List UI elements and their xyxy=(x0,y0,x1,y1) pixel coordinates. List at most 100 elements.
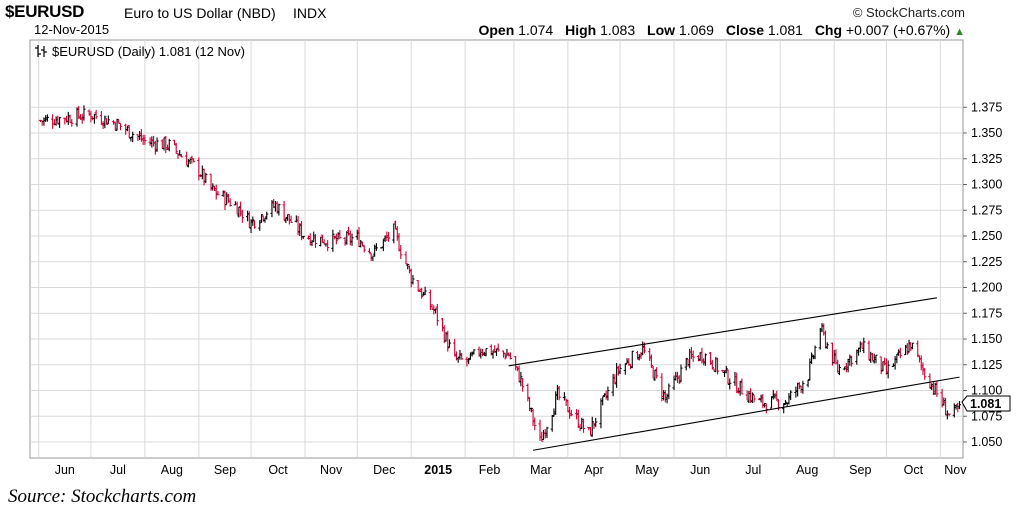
ohlc-bar xyxy=(545,426,549,438)
ohlc-bar xyxy=(935,381,939,397)
ohlc-bar xyxy=(618,363,622,375)
ohlc-bar xyxy=(484,348,488,357)
ohlc-bar xyxy=(192,158,196,163)
ohlc-bar xyxy=(70,119,74,127)
y-tick-label: 1.250 xyxy=(971,229,1002,243)
x-tick-label: Sep xyxy=(849,463,871,477)
ohlc-bar xyxy=(277,203,281,216)
ohlc-bars xyxy=(38,105,962,442)
ohlc-bar xyxy=(801,380,805,394)
ohlc-bar xyxy=(724,365,728,374)
last-value-marker: 1.081 xyxy=(961,395,1011,412)
ohlc-bar xyxy=(503,352,507,360)
ohlc-bar xyxy=(143,134,147,145)
x-tick-label: Sep xyxy=(214,463,236,477)
ohlc-bar xyxy=(910,342,915,350)
ohlc-bar xyxy=(251,216,255,226)
ohlc-bar xyxy=(715,357,720,375)
ohlc-bar xyxy=(104,118,109,126)
quote-summary: Open 1.074 High 1.083 Low 1.069 Close 1.… xyxy=(478,22,965,38)
ohlc-bar xyxy=(45,114,50,122)
ohlc-bar xyxy=(404,251,408,265)
ohlc-bar xyxy=(606,386,610,401)
x-axis: Jun Jul Aug Sep Oct Nov Dec 2015 Feb Mar Apr May Jun… xyxy=(55,463,967,477)
x-tick-label: Apr xyxy=(584,463,603,477)
x-tick-label: Jul xyxy=(110,463,126,477)
ohlc-bar-icon xyxy=(35,45,47,57)
ohlc-bar xyxy=(639,351,643,360)
y-tick-label: 1.175 xyxy=(971,306,1002,320)
ohlc-bar xyxy=(57,116,62,128)
up-arrow-icon: ▲ xyxy=(954,26,965,38)
chg-value: +0.007 (+0.67%) xyxy=(845,22,951,38)
ohlc-bar xyxy=(957,401,962,410)
ohlc-bar xyxy=(562,392,566,401)
ohlc-bar xyxy=(103,115,107,129)
ohlc-bar xyxy=(837,364,842,376)
grid-layer xyxy=(30,40,963,458)
ohlc-bar xyxy=(630,350,634,369)
ohlc-bar xyxy=(174,142,178,155)
ohlc-bar xyxy=(258,220,262,231)
ohlc-bar xyxy=(898,347,902,359)
ohlc-bar xyxy=(874,354,878,364)
ohlc-bar xyxy=(849,355,854,367)
open-value: 1.074 xyxy=(518,22,554,38)
ohlc-bar xyxy=(581,418,586,433)
ohlc-bar xyxy=(350,233,354,246)
ohlc-bar xyxy=(423,286,427,296)
y-tick-label: 1.300 xyxy=(971,178,1002,192)
y-tick-label: 1.200 xyxy=(971,281,1002,295)
y-tick-label: 1.075 xyxy=(971,409,1002,423)
ohlc-bar xyxy=(813,345,817,360)
ohlc-bar xyxy=(406,263,410,270)
instrument-name: Euro to US Dollar (NBD) xyxy=(124,5,276,21)
trendline xyxy=(532,376,960,451)
ohlc-bar xyxy=(94,109,98,120)
ohlc-bar xyxy=(519,371,523,387)
ohlc-bar xyxy=(809,352,814,364)
ohlc-bar xyxy=(764,403,768,414)
ohlc-bar xyxy=(301,235,305,239)
ohlc-bar xyxy=(649,354,654,369)
ohlc-bar xyxy=(386,232,391,242)
ohlc-bar xyxy=(313,234,318,248)
legend: $EURUSD (Daily) 1.081 (12 Nov) xyxy=(35,44,245,59)
quote-date: 12-Nov-2015 xyxy=(34,22,110,37)
ohlc-bar xyxy=(684,357,688,371)
ohlc-bar xyxy=(265,211,269,220)
ohlc-bar xyxy=(362,245,366,253)
x-tick-label: Oct xyxy=(268,463,288,477)
ohlc-bar xyxy=(540,431,544,442)
ohlc-bar xyxy=(533,417,537,431)
ohlc-bar xyxy=(326,240,330,252)
x-tick-label: Aug xyxy=(796,463,818,477)
high-label: High xyxy=(565,22,597,38)
brand-watermark: © StockCharts.com xyxy=(852,5,965,20)
ohlc-bar xyxy=(710,359,714,370)
symbol-title: $EURUSD xyxy=(5,2,85,21)
trendline xyxy=(508,297,937,367)
ohlc-bar xyxy=(118,122,123,131)
ohlc-bar xyxy=(446,330,450,352)
ohlc-bar xyxy=(496,343,500,352)
price-chart: Jun Jul Aug Sep Oct Nov Dec 2015 Feb Mar Apr May Jun… xyxy=(29,39,1011,477)
x-tick-label: Nov xyxy=(944,463,967,477)
ohlc-bar xyxy=(289,215,293,223)
y-tick-label: 1.225 xyxy=(971,255,1002,269)
last-value-label: 1.081 xyxy=(970,397,1001,411)
ohlc-bar xyxy=(216,190,220,196)
x-tick-label: Jun xyxy=(690,463,710,477)
ohlc-bar xyxy=(420,287,424,299)
ohlc-bar xyxy=(82,105,86,121)
trendlines xyxy=(508,297,960,451)
ohlc-bar xyxy=(703,353,707,366)
legend-text: $EURUSD (Daily) 1.081 (12 Nov) xyxy=(52,44,245,59)
ohlc-bar xyxy=(131,131,135,143)
ohlc-bar xyxy=(529,407,533,413)
ohlc-bar xyxy=(252,220,257,229)
y-tick-label: 1.100 xyxy=(971,384,1002,398)
close-label: Close xyxy=(725,22,764,38)
y-tick-label: 1.350 xyxy=(971,126,1002,140)
plot-frame xyxy=(29,39,964,459)
